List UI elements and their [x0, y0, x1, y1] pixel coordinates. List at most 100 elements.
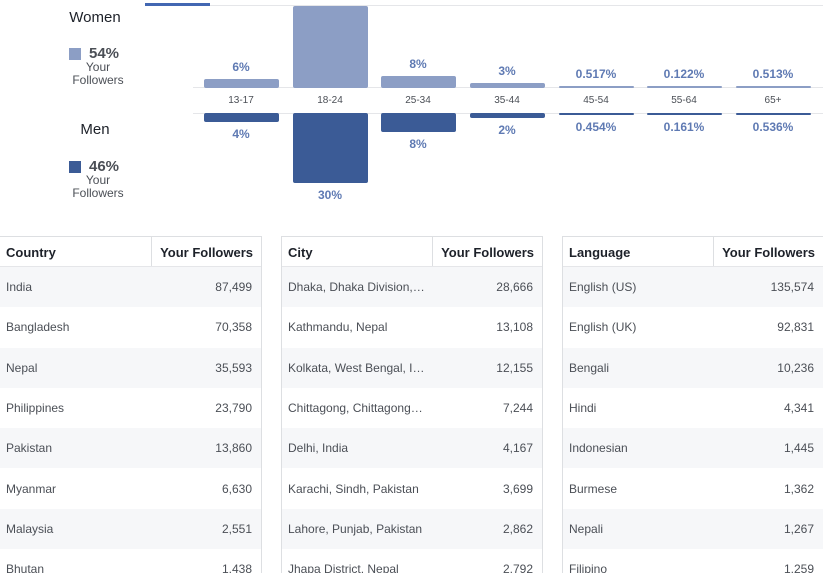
women-value-label: 6%: [232, 59, 250, 74]
language-table: Language Your Followers English (US) 135,…: [562, 236, 823, 573]
women-legend-title: Women: [69, 9, 121, 26]
language-name-cell: Burmese: [569, 481, 618, 496]
language-table-row: Indonesian 1,445: [563, 428, 823, 469]
women-sub-line2: Followers: [72, 73, 124, 87]
language-name-cell: Nepali: [569, 521, 604, 536]
women-value-label: 8%: [409, 56, 427, 71]
city-table-row: Karachi, Sindh, Pakistan 3,699: [282, 468, 542, 508]
country-table-row: Bangladesh 70,358: [0, 307, 261, 347]
city-name-cell: Dhaka, Dhaka Division,…: [288, 280, 425, 295]
men-value-label: 0.454%: [575, 120, 617, 134]
men-bar-65+[interactable]: [735, 113, 811, 115]
city-name-cell: Karachi, Sindh, Pakistan: [288, 481, 419, 496]
women-bar-35-44[interactable]: [469, 83, 545, 88]
country-table-row: Bhutan 1,438: [0, 549, 261, 573]
city-name-cell: Chittagong, Chittagong…: [288, 401, 423, 416]
city-table-row: Kolkata, West Bengal, I… 12,155: [282, 347, 542, 388]
language-name-cell: English (UK): [569, 320, 637, 335]
men-value-label: 0.536%: [752, 120, 794, 134]
country-table-row: Malaysia 2,551: [0, 508, 261, 550]
country-name-cell: Pakistan: [6, 441, 53, 456]
women-bar-18-24[interactable]: [292, 6, 368, 88]
city-column-header[interactable]: City: [288, 245, 313, 260]
country-followers-cell: 23,790: [215, 401, 252, 416]
top-divider-line: [210, 5, 823, 6]
language-column-header[interactable]: Language: [569, 245, 631, 260]
city-followers-cell: 2,862: [502, 521, 533, 536]
country-table-row: Philippines 23,790: [0, 388, 261, 428]
city-followers-cell: 28,666: [496, 280, 533, 295]
city-table-row: Dhaka, Dhaka Division,… 28,666: [282, 267, 542, 308]
women-bar-13-17[interactable]: [203, 78, 279, 88]
city-table-body: Dhaka, Dhaka Division,… 28,666 Kathmandu, …: [282, 267, 542, 573]
men-percentage: 46%: [89, 158, 120, 175]
language-table-row: Filipino 1,259: [563, 549, 823, 573]
men-bar-55-64[interactable]: [646, 113, 722, 115]
age-axis-label: 65+: [764, 95, 782, 106]
men-value-label: 30%: [317, 188, 343, 202]
women-swatch: [69, 48, 81, 60]
city-followers-column-header[interactable]: Your Followers: [432, 237, 542, 266]
men-bar-18-24[interactable]: [292, 113, 368, 183]
country-followers-cell: 87,499: [215, 280, 252, 295]
age-axis-label: 45-54: [583, 95, 609, 106]
language-table-header: Language Your Followers: [563, 237, 823, 267]
language-followers-cell: 1,259: [783, 562, 814, 573]
age-gender-chart: 6% 4% 30% 8% 8% 3% 2% 0.517% 0.454% 0.122% 0.161% 0…: [0, 0, 823, 230]
country-table-row: Nepal 35,593: [0, 347, 261, 388]
language-table-row: English (US) 135,574: [563, 267, 823, 308]
city-followers-cell: 12,155: [496, 360, 533, 375]
language-followers-cell: 135,574: [770, 280, 814, 295]
men-bar-13-17[interactable]: [203, 113, 279, 123]
country-name-cell: Malaysia: [6, 521, 54, 536]
language-followers-cell: 1,267: [783, 521, 814, 536]
men-bar-45-54[interactable]: [558, 113, 634, 115]
city-table-row: Delhi, India 4,167: [282, 428, 542, 469]
language-table-row: Burmese 1,362: [563, 468, 823, 508]
women-bar-65+[interactable]: [735, 86, 811, 88]
country-followers-cell: 70,358: [215, 320, 252, 335]
city-followers-cell: 4,167: [502, 441, 533, 456]
men-sub-line2: Followers: [72, 186, 124, 200]
city-name-cell: Lahore, Punjab, Pakistan: [288, 521, 423, 536]
country-table-row: Pakistan 13,860: [0, 428, 261, 469]
men-value-label: 4%: [232, 127, 250, 142]
men-bar-35-44[interactable]: [469, 113, 545, 118]
language-table-row: English (UK) 92,831: [563, 307, 823, 347]
women-value-label: 3%: [498, 64, 516, 79]
city-followers-cell: 3,699: [502, 481, 533, 496]
language-followers-cell: 10,236: [777, 360, 814, 375]
country-followers-cell: 1,438: [221, 562, 252, 573]
men-bar-25-34[interactable]: [380, 113, 456, 132]
city-name-cell: Kolkata, West Bengal, I…: [288, 360, 425, 375]
country-followers-cell: 13,860: [215, 441, 252, 456]
age-axis-label: 55-64: [671, 95, 697, 106]
language-table-row: Hindi 4,341: [563, 388, 823, 428]
age-axis-label: 18-24: [317, 95, 343, 106]
women-legend-sub: Your Followers: [48, 61, 148, 87]
country-followers-cell: 2,551: [221, 521, 252, 536]
active-tab-indicator: [145, 3, 210, 6]
country-followers-cell: 6,630: [221, 481, 252, 496]
men-value-label: 0.161%: [663, 120, 705, 134]
language-name-cell: Bengali: [569, 360, 610, 375]
language-name-cell: Indonesian: [569, 441, 628, 456]
top-divider: [0, 0, 823, 6]
language-followers-cell: 4,341: [783, 401, 814, 416]
women-bar-45-54[interactable]: [558, 86, 634, 88]
women-percentage: 54%: [89, 45, 120, 62]
country-column-header[interactable]: Country: [6, 245, 56, 260]
women-bar-25-34[interactable]: [380, 75, 456, 88]
country-name-cell: Bhutan: [6, 562, 45, 573]
language-followers-column-header[interactable]: Your Followers: [713, 237, 823, 266]
language-followers-cell: 1,445: [783, 441, 814, 456]
language-name-cell: Hindi: [569, 401, 597, 416]
age-axis-label: 35-44: [494, 95, 520, 106]
women-bar-55-64[interactable]: [646, 86, 722, 88]
country-table-body: India 87,499 Bangladesh 70,358 Nepal 35,593 Ph…: [0, 267, 261, 573]
city-table-header: City Your Followers: [282, 237, 542, 267]
city-followers-cell: 2,792: [502, 562, 533, 573]
country-table: Country Your Followers India 87,499 Bangla…: [0, 236, 262, 573]
women-value-label: 0.517%: [575, 67, 617, 81]
country-followers-column-header[interactable]: Your Followers: [151, 237, 261, 266]
